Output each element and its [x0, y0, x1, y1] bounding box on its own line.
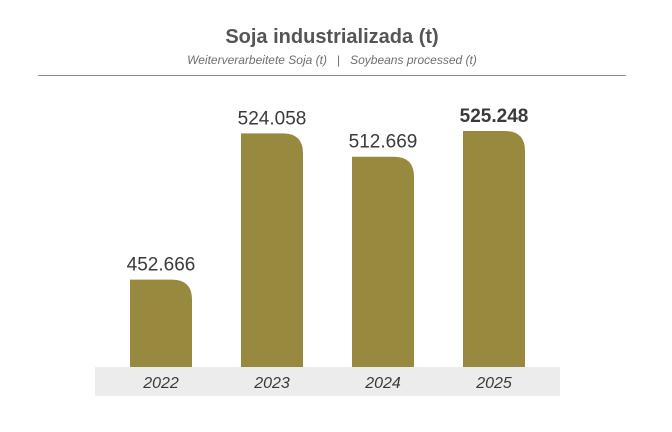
x-tick-label-2023: 2023: [253, 375, 290, 392]
category-axis-band: [95, 367, 560, 396]
bars-group: [130, 130, 525, 367]
chart-subtitle: Weiterverarbeitete Soja (t) | Soybeans pro…: [0, 53, 664, 67]
bar-2025: [463, 130, 525, 367]
x-tick-label-2022: 2022: [142, 375, 179, 392]
subtitle-separator: |: [336, 53, 341, 67]
value-label-2024: 512.669: [349, 132, 418, 153]
x-tick-labels-group: 2022 2023 2024 2025: [142, 375, 512, 392]
subtitle-german: Weiterverarbeitete Soja (t): [187, 53, 327, 67]
value-label-2023: 524.058: [238, 108, 307, 129]
bar-2023: [241, 133, 303, 367]
value-label-2025: 525.248: [460, 106, 529, 127]
subtitle-english: Soybeans processed (t): [350, 53, 477, 67]
bar-2024: [352, 156, 414, 367]
bar-2022: [130, 279, 192, 367]
x-tick-label-2024: 2024: [364, 375, 401, 392]
title-divider: [38, 75, 626, 76]
value-label-2022: 452.666: [127, 255, 196, 276]
x-tick-label-2025: 2025: [475, 375, 512, 392]
chart-title: Soja industrializada (t): [225, 26, 439, 48]
value-labels-group: 452.666 524.058 512.669 525.248: [127, 106, 529, 276]
